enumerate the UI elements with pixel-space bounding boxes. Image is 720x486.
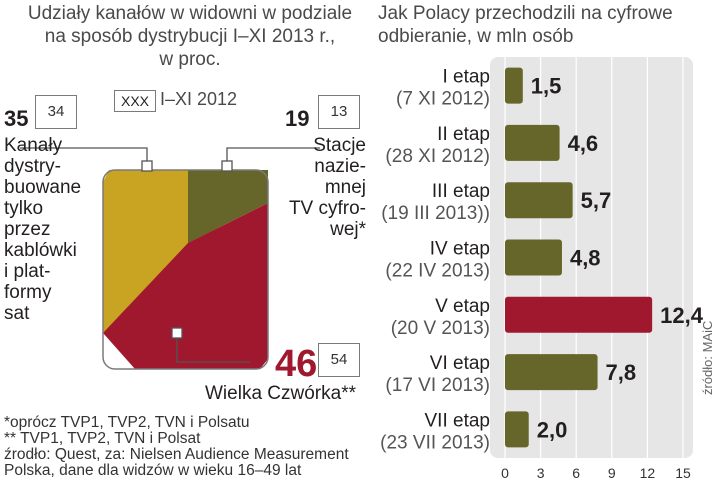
label-big-four: Wielka Czwórka** bbox=[205, 383, 356, 404]
bar-value-label: 5,7 bbox=[581, 188, 612, 213]
slice-terrestrial bbox=[188, 170, 268, 243]
marker-terrestrial bbox=[221, 160, 233, 172]
bar bbox=[505, 124, 560, 161]
bar bbox=[505, 411, 529, 448]
slice-big-four bbox=[103, 203, 268, 369]
bar-value-label: 2,0 bbox=[537, 417, 568, 442]
category-date-label: (7 XI 2012) bbox=[396, 89, 490, 110]
footnote-4: Polska, dane dla widzów w wieku 16–49 la… bbox=[4, 462, 302, 479]
label-terrestrial-line: nazie- bbox=[314, 156, 366, 177]
footnotes: *oprócz TVP1, TVP2, TVN i Polsatu ** TVP… bbox=[4, 415, 376, 479]
category-date-label: (23 VII 2013) bbox=[380, 432, 490, 453]
category-label: III etap bbox=[432, 181, 490, 202]
value-terrestrial: 19 bbox=[285, 106, 310, 131]
bar bbox=[505, 354, 598, 391]
x-tick-label: 0 bbox=[501, 465, 509, 481]
footnote-3: źrodło: Quest, za: Nielsen Audience Meas… bbox=[4, 446, 349, 463]
bar-value-label: 1,5 bbox=[531, 74, 562, 99]
prev-value-cable: 34 bbox=[35, 95, 77, 129]
prev-value-big-four: 54 bbox=[318, 343, 360, 377]
footnote-1: *oprócz TVP1, TVP2, TVN i Polsatu bbox=[4, 414, 250, 431]
label-cable-line: sat bbox=[4, 303, 30, 324]
category-label: II etap bbox=[437, 124, 490, 145]
label-terrestrial-line: mnej bbox=[324, 177, 366, 198]
label-terrestrial-line: wej* bbox=[330, 219, 366, 240]
right-title-line-1: Jak Polacy przechodzili na cyfrowe bbox=[378, 3, 673, 24]
category-date-label: (19 III 2013)) bbox=[381, 203, 490, 224]
source-note: źródło: MAiC bbox=[700, 320, 715, 395]
label-terrestrial-line: TV cyfro- bbox=[288, 198, 366, 219]
legend-label: I–XI 2012 bbox=[160, 89, 238, 109]
share-chart-frame bbox=[102, 169, 269, 370]
bar bbox=[505, 239, 562, 276]
leader-line-terrestrial bbox=[226, 147, 320, 166]
left-title-line-1: Udziały kanałów w widowni w podziale bbox=[27, 3, 353, 24]
label-terrestrial-line: Stacje bbox=[313, 135, 366, 156]
bar-value-label: 4,6 bbox=[568, 131, 599, 156]
category-label: VII etap bbox=[425, 410, 491, 431]
value-big-four: 46 bbox=[275, 343, 318, 385]
prev-value-terrestrial: 13 bbox=[318, 95, 360, 129]
category-label: VI etap bbox=[430, 353, 490, 374]
label-cable-line: buowane bbox=[4, 177, 82, 198]
bar bbox=[505, 182, 573, 219]
category-date-label: (28 XI 2012) bbox=[385, 146, 490, 167]
footnote-2: ** TVP1, TVP2, TVN i Polsat bbox=[4, 430, 201, 447]
label-terrestrial: Stacje nazie- mnej TV cyfro- wej* bbox=[268, 135, 366, 240]
right-chart-title: Jak Polacy przechodzili na cyfrowe odbie… bbox=[378, 2, 708, 48]
marker-cable bbox=[141, 160, 153, 172]
leader-line-big-four bbox=[176, 338, 250, 363]
category-label: V etap bbox=[435, 296, 490, 317]
category-date-label: (22 IV 2013) bbox=[385, 261, 490, 282]
left-title-line-3: w proc. bbox=[159, 49, 221, 70]
bar bbox=[505, 296, 653, 333]
bar bbox=[505, 67, 523, 104]
bar-value-label: 4,8 bbox=[570, 246, 601, 271]
category-date-label: (20 V 2013) bbox=[391, 318, 490, 339]
right-title-line-2: odbieranie, w mln osób bbox=[378, 26, 574, 47]
label-cable-line: kablówki bbox=[4, 240, 77, 261]
share-chart bbox=[20, 147, 320, 370]
x-tick-label: 9 bbox=[608, 465, 616, 481]
x-tick-label: 6 bbox=[572, 465, 580, 481]
legend-box: XXX bbox=[114, 90, 156, 112]
label-cable-line: i plat- bbox=[4, 261, 51, 282]
label-cable-line: przez bbox=[4, 219, 51, 240]
left-title-line-2: na sposób dystrybucji I–XI 2013 r., bbox=[44, 26, 336, 47]
category-label: IV etap bbox=[430, 239, 490, 260]
label-cable-line: Kanały bbox=[4, 135, 63, 156]
value-cable: 35 bbox=[4, 106, 29, 131]
bar-value-label: 7,8 bbox=[606, 360, 637, 385]
label-cable-line: tylko bbox=[4, 198, 44, 219]
category-label: I etap bbox=[442, 67, 490, 88]
marker-big-four bbox=[171, 327, 183, 339]
leader-line-cable bbox=[20, 147, 148, 166]
x-tick-label: 3 bbox=[537, 465, 545, 481]
category-date-label: (17 VI 2013) bbox=[385, 375, 490, 396]
bar-value-label: 12,4 bbox=[660, 303, 704, 328]
label-cable-line: dystry- bbox=[4, 156, 61, 177]
label-cable: Kanały dystry- buowane tylko przez kabló… bbox=[4, 135, 104, 324]
label-cable-line: formy bbox=[4, 282, 52, 303]
left-chart-title: Udziały kanałów w widowni w podziale na … bbox=[4, 2, 376, 71]
x-tick-label: 15 bbox=[675, 465, 691, 481]
x-tick-label: 12 bbox=[640, 465, 656, 481]
